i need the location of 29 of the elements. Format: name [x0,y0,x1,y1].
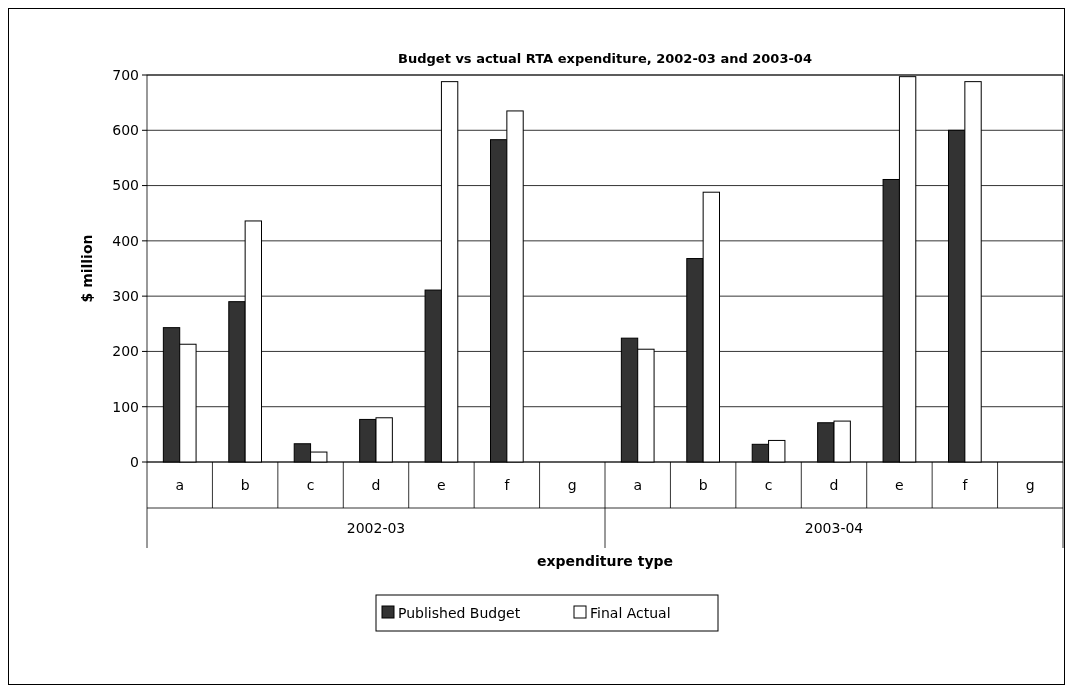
y-axis-title: $ million [79,234,95,303]
text: 2003-04 [804,520,864,536]
x-tick-label: g [567,477,577,493]
x-tick-label: a [175,477,185,493]
y-tick-label: 300 [112,288,139,305]
x-tick-label: e [437,477,446,493]
y-tick-label: 600 [112,122,139,139]
y-tick-label: 700 [112,66,139,83]
x-tick-label: e [895,477,904,493]
x-tick-label: d [829,477,839,493]
x-tick-label: c [764,477,773,493]
legend-label: Published Budget [398,604,521,621]
x-tick-label: g [1025,477,1035,493]
x-tick-label: d [371,477,381,493]
y-tick-label: 200 [112,343,139,360]
legend-label: Final Actual [590,604,671,621]
x-tick-label: f [504,477,511,493]
x-tick-label: b [240,477,250,493]
x-axis-title: expenditure type [536,553,674,569]
text: 2002-03 [346,520,406,536]
x-tick-label: b [698,477,708,493]
y-tick-label: 100 [112,398,139,415]
chart-title: Budget vs actual RTA expenditure, 2002-03 and 2003-04 [398,51,812,66]
y-tick-label: 400 [112,232,139,249]
y-tick-label: 500 [112,177,139,194]
x-tick-label: c [306,477,315,493]
x-tick-label: a [633,477,643,493]
y-tick-label: 0 [130,453,139,470]
x-tick-label: f [962,477,969,493]
